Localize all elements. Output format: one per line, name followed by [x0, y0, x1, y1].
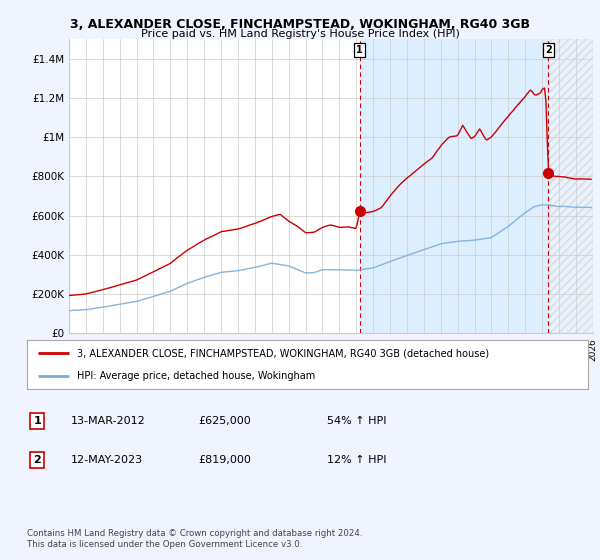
Text: Price paid vs. HM Land Registry's House Price Index (HPI): Price paid vs. HM Land Registry's House … — [140, 29, 460, 39]
Text: HPI: Average price, detached house, Wokingham: HPI: Average price, detached house, Woki… — [77, 371, 316, 381]
Text: 3, ALEXANDER CLOSE, FINCHAMPSTEAD, WOKINGHAM, RG40 3GB (detached house): 3, ALEXANDER CLOSE, FINCHAMPSTEAD, WOKIN… — [77, 348, 490, 358]
Text: 3, ALEXANDER CLOSE, FINCHAMPSTEAD, WOKINGHAM, RG40 3GB: 3, ALEXANDER CLOSE, FINCHAMPSTEAD, WOKIN… — [70, 18, 530, 31]
Text: 13-MAR-2012: 13-MAR-2012 — [71, 416, 146, 426]
Bar — [548, 39, 593, 333]
Text: £819,000: £819,000 — [198, 455, 251, 465]
Text: 12% ↑ HPI: 12% ↑ HPI — [327, 455, 386, 465]
Text: 2: 2 — [34, 455, 41, 465]
Text: £625,000: £625,000 — [198, 416, 251, 426]
Text: 54% ↑ HPI: 54% ↑ HPI — [327, 416, 386, 426]
Text: This data is licensed under the Open Government Licence v3.0.: This data is licensed under the Open Gov… — [27, 540, 302, 549]
Text: Contains HM Land Registry data © Crown copyright and database right 2024.: Contains HM Land Registry data © Crown c… — [27, 529, 362, 538]
Bar — [359, 39, 548, 333]
Text: 2: 2 — [545, 45, 552, 55]
Text: 1: 1 — [356, 45, 363, 55]
Text: 12-MAY-2023: 12-MAY-2023 — [71, 455, 143, 465]
Text: 1: 1 — [34, 416, 41, 426]
